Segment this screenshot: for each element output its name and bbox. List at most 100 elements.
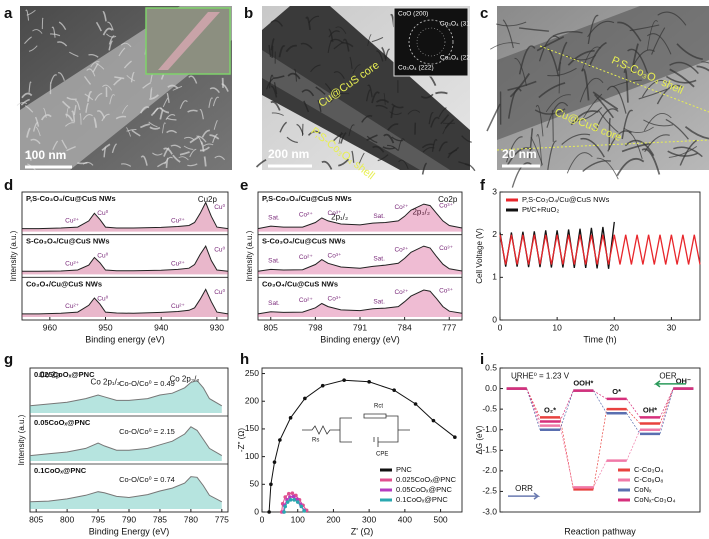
texture-stroke [595,108,619,132]
peak-label: Co³⁺ [328,295,342,302]
texture-stroke [170,144,182,149]
texture-stroke [95,21,102,32]
texture-stroke [86,68,96,77]
legend-label: CoNₓ [634,485,652,494]
texture-stroke [547,67,577,77]
data-point [295,500,300,504]
y-tick-label: 250 [245,368,259,378]
texture-stroke [351,150,355,163]
x-axis-label: Binding energy (eV) [320,334,400,344]
texture-stroke [152,152,163,156]
texture-stroke [366,134,378,142]
texture-stroke [43,107,47,118]
texture-stroke [644,134,670,153]
connector [659,388,674,418]
state-label: OH* [643,405,657,414]
peak-fill [30,476,222,509]
data-point [272,460,277,464]
spectrum [29,426,223,457]
connector [659,388,674,434]
texture-stroke [272,75,285,80]
saed-label: Co₃O₄ (220) [440,55,476,62]
connector [592,409,608,490]
peak-label: Cu²⁺ [65,303,79,310]
texture-stroke [665,75,697,84]
texture-stroke [28,81,32,93]
texture-stroke [273,82,278,95]
texture-stroke [179,100,188,109]
texture-stroke [82,114,93,120]
texture-stroke [668,146,698,158]
texture-stroke [335,26,347,35]
texture-stroke [149,94,159,100]
texture-stroke [367,84,373,98]
texture-stroke [139,106,150,114]
scale-label: 100 nm [25,148,66,162]
texture-stroke [676,43,703,61]
texture-stroke [381,46,387,59]
texture-stroke [647,20,658,50]
series-label: Co₃O₄/Cu@CuS NWs [262,279,338,288]
texture-stroke [310,64,321,73]
texture-stroke [268,74,274,89]
texture-stroke [113,77,122,86]
texture-stroke [582,160,611,172]
peak-label: Sat. [268,257,280,264]
texture-stroke [579,77,604,103]
texture-stroke [507,80,537,91]
texture-stroke [643,119,674,127]
x-tick-label: 950 [98,322,112,332]
texture-stroke [558,62,562,94]
texture-stroke [389,111,402,115]
texture-stroke [69,51,79,58]
panel-label: h [240,351,249,368]
connector [526,388,541,426]
texture-stroke [71,110,76,123]
peak-label: Cu⁰ [97,294,108,302]
spectrum [29,380,223,407]
texture-stroke [458,161,470,167]
y-tick-label: -3.0 [482,506,497,516]
y-tick-label: -2.5 [482,486,497,496]
panel-label: b [244,5,253,22]
texture-stroke [93,117,98,128]
texture-stroke [638,88,668,100]
x-tick-label: 805 [29,514,43,524]
texture-stroke [570,110,599,126]
circuit-label: Rs [312,438,319,444]
texture-stroke [188,75,198,84]
texture-stroke [279,121,288,133]
texture-stroke [130,71,135,83]
connector [559,425,574,488]
texture-stroke [58,21,67,30]
texture-stroke [534,108,566,115]
texture-stroke [178,156,189,161]
texture-stroke [321,160,333,170]
x-axis-label: Binding Energy (eV) [89,526,170,536]
peak-fill [30,426,222,461]
y-tick-label: -1.5 [482,445,497,455]
texture-stroke [166,130,178,134]
texture-stroke [102,27,113,36]
boundary [496,139,709,151]
texture-stroke [327,40,334,53]
x-axis-label: Binding energy (eV) [85,334,165,344]
y-axis-label: Intensity (a.u.) [17,414,26,465]
texture-stroke [32,29,43,34]
texture-stroke [209,134,220,140]
state-label: OH⁻ [676,377,691,386]
texture-stroke [371,91,380,104]
texture-stroke [57,72,65,81]
texture-stroke [567,49,595,66]
texture-stroke [430,116,440,128]
texture-stroke [657,11,687,26]
texture-stroke [387,123,399,131]
y-axis-label: Intensity (a.u.) [9,230,18,281]
texture-stroke [74,100,81,111]
texture-stroke [79,113,82,125]
texture-stroke [183,136,195,141]
texture-stroke [212,133,218,144]
data-point [290,491,295,495]
x-tick-label: 791 [353,322,367,332]
texture-stroke [684,125,709,140]
